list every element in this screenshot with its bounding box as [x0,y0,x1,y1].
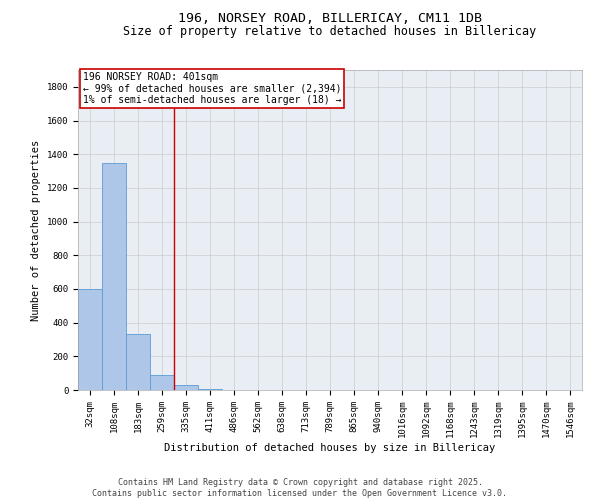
Bar [102,162,126,390]
Bar [150,375,174,390]
Text: 196, NORSEY ROAD, BILLERICAY, CM11 1DB: 196, NORSEY ROAD, BILLERICAY, CM11 1DB [178,12,482,26]
Text: Size of property relative to detached houses in Billericay: Size of property relative to detached ho… [124,25,536,38]
Bar [198,389,222,390]
Text: Contains HM Land Registry data © Crown copyright and database right 2025.
Contai: Contains HM Land Registry data © Crown c… [92,478,508,498]
Text: 196 NORSEY ROAD: 401sqm
← 99% of detached houses are smaller (2,394)
1% of semi-: 196 NORSEY ROAD: 401sqm ← 99% of detache… [83,72,341,105]
Y-axis label: Number of detached properties: Number of detached properties [31,140,41,320]
X-axis label: Distribution of detached houses by size in Billericay: Distribution of detached houses by size … [164,443,496,453]
Bar [126,334,150,390]
Bar [174,386,198,390]
Bar [78,289,102,390]
